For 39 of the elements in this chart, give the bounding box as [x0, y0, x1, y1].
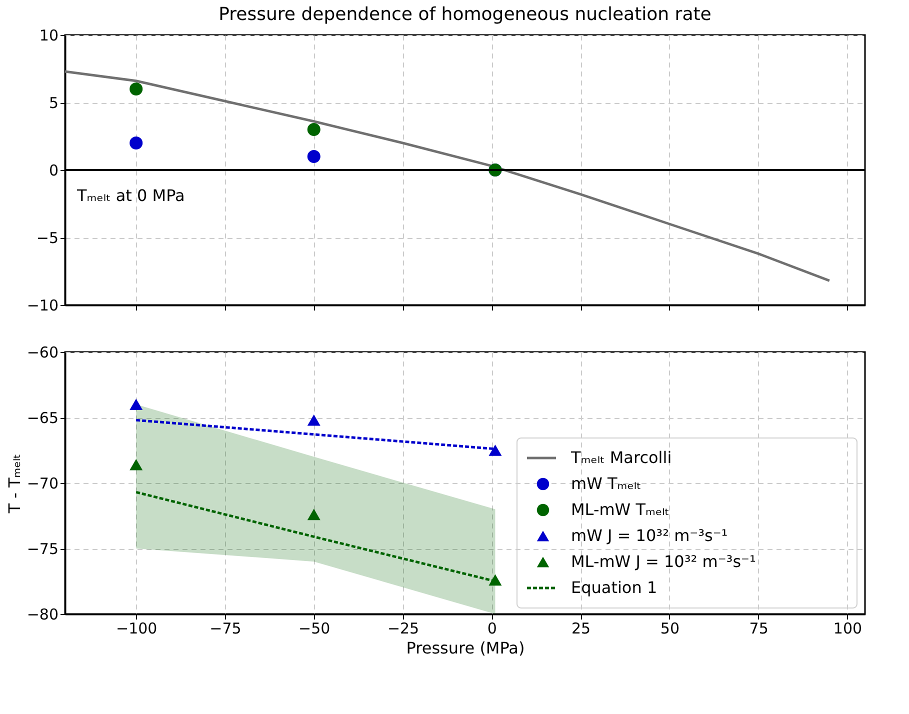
legend-label: mW Tₘₑₗₜ [571, 474, 642, 493]
point [130, 136, 143, 150]
point [307, 414, 320, 426]
legend-label: Tₘₑₗₜ Marcolli [570, 448, 672, 467]
y-tick-label: 10 [39, 26, 58, 44]
point [307, 122, 320, 136]
legend-label: ML-mW Tₘₑₗₜ [571, 500, 670, 519]
y-tick-label: −60 [26, 344, 58, 362]
y-tick-label: 0 [48, 162, 58, 180]
legend-label: Equation 1 [571, 578, 658, 597]
legend-label: ML-mW J = 10³² m⁻³s⁻¹ [571, 552, 756, 571]
y-tick-label: −10 [26, 296, 58, 314]
line-series [64, 70, 831, 282]
y-tick-label: −80 [26, 606, 58, 624]
x-tick-label: 100 [833, 620, 862, 638]
ref-line-label: Tₘₑₗₜ at 0 MPa [76, 186, 185, 205]
x-tick-label: −50 [298, 620, 330, 638]
x-tick-label: −75 [210, 620, 242, 638]
y-tick-label: −70 [26, 474, 58, 492]
y-axis-title: T - Tₘₑₗₜ [4, 454, 24, 514]
x-tick-label: 0 [487, 620, 497, 638]
y-tick-label: −5 [36, 229, 58, 247]
x-tick-label: 75 [749, 620, 768, 638]
point [130, 459, 143, 470]
chart-title: Pressure dependence of homogeneous nucleation rate [218, 4, 712, 25]
point [488, 444, 502, 456]
x-tick-label: 25 [572, 620, 591, 638]
y-tick-label: −65 [26, 409, 58, 427]
legend-label: mW J = 10³² m⁻³s⁻¹ [571, 526, 728, 545]
x-tick-label: −25 [387, 620, 420, 638]
y-tick-label: 5 [48, 94, 58, 112]
point [307, 508, 320, 520]
x-tick-label: −100 [116, 620, 158, 638]
point [307, 150, 320, 164]
x-tick-label: 50 [660, 620, 680, 638]
y-tick-label: −75 [26, 540, 58, 558]
x-axis-title: Pressure (MPa) [406, 638, 525, 658]
point [130, 82, 143, 96]
point [130, 398, 143, 410]
